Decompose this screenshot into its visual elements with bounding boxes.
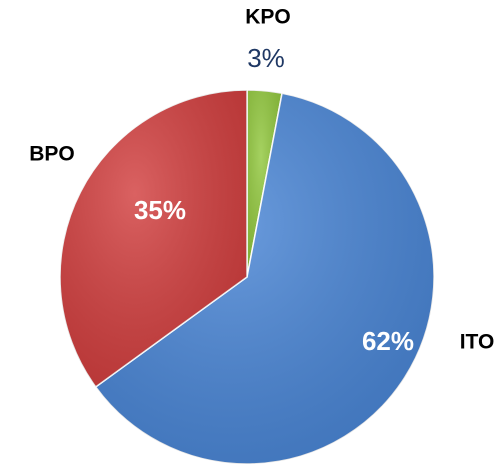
value-label: 62%	[362, 326, 414, 356]
value-label: 35%	[134, 195, 186, 225]
category-label: KPO	[245, 6, 291, 29]
value-label: 3%	[247, 43, 285, 73]
category-label: ITO	[460, 331, 495, 354]
category-label: BPO	[29, 143, 75, 166]
